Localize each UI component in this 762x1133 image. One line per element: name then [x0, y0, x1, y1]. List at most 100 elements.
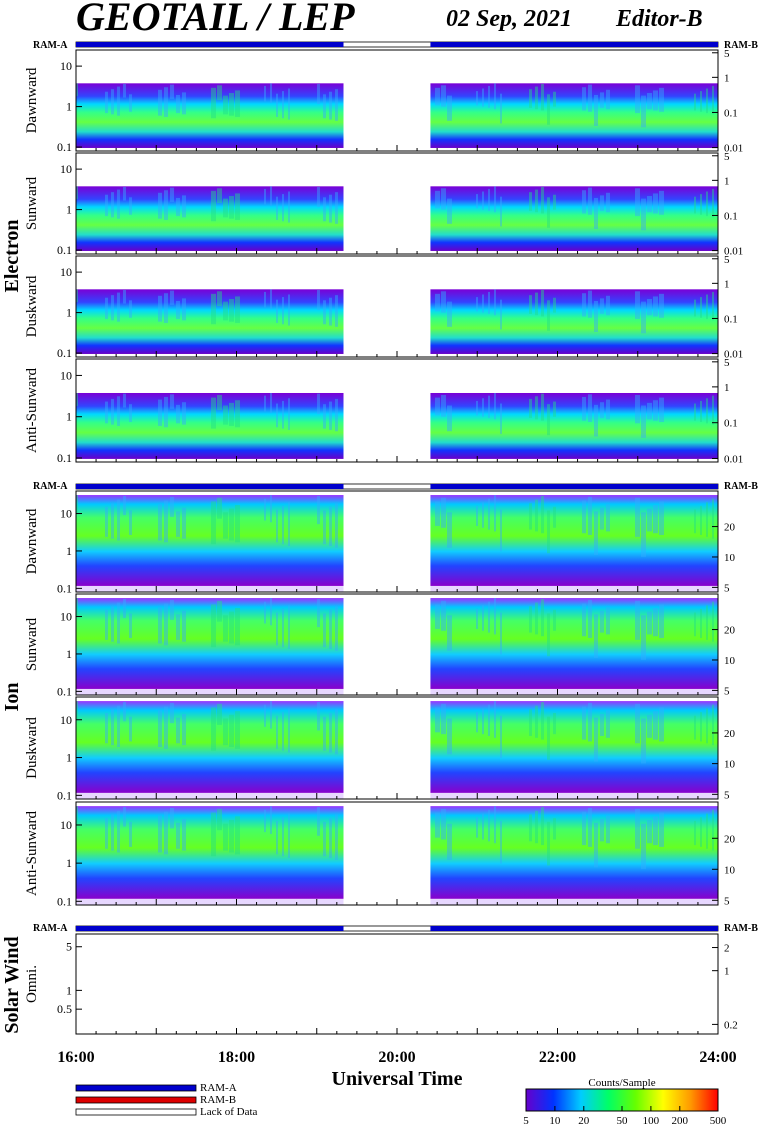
spectrogram-streak [111, 192, 114, 218]
spectrogram-streak [264, 601, 266, 624]
spectrogram-streak [529, 192, 532, 211]
spectrogram-streak [176, 94, 180, 114]
spectrogram-streak [606, 89, 610, 110]
mode-label-ram-a: RAM-A [33, 923, 68, 934]
spectrogram-streak [641, 823, 646, 870]
plot-date: 02 Sep, 2021 [446, 6, 572, 32]
colorbar-tick-label: 5 [523, 1115, 529, 1127]
spectrogram-streak [476, 817, 478, 838]
colorbar: Counts/Sample 5 10 20 50 100 200 500 [523, 1077, 727, 1127]
left-tick-label: 10 [60, 59, 72, 73]
spectrogram-streak [635, 394, 640, 424]
spectrogram-band [76, 289, 344, 354]
left-tick-label: 10 [60, 818, 72, 832]
low-count-region [430, 585, 718, 592]
spectrogram-band [430, 186, 718, 251]
spectrogram-streak [541, 289, 544, 317]
colorbar-tick-label: 100 [643, 1115, 660, 1127]
spectrogram-streak [553, 506, 556, 528]
left-tick-label: 0.5 [57, 1002, 72, 1016]
spectrogram-streak [441, 291, 446, 313]
spectrogram-streak [111, 89, 114, 115]
spectrogram-streak [494, 806, 496, 844]
spectrogram-streak [335, 89, 338, 121]
spectrogram-streak [535, 602, 538, 635]
spectrogram-streak [494, 598, 496, 635]
spectrogram-streak [606, 504, 610, 532]
spectrogram-streak [335, 398, 338, 432]
spectrogram-streak [541, 495, 544, 534]
spectrogram-streak [588, 496, 592, 536]
right-tick-label: 1 [724, 175, 730, 187]
spectrogram-streak [600, 92, 604, 108]
spectrogram-streak [582, 706, 586, 740]
spectrogram-streak [553, 713, 556, 735]
spectrogram-streak [288, 88, 290, 120]
spectrogram-streak [170, 807, 174, 829]
right-tick-label: 1 [724, 966, 730, 978]
spectrogram-streak [588, 599, 592, 639]
spectrogram-streak [635, 703, 640, 744]
spectrogram-streak [182, 507, 186, 539]
mode-label-ram-a: RAM-A [33, 40, 68, 51]
left-tick-label: 1 [66, 203, 72, 217]
spectrogram-streak [282, 194, 284, 222]
spectrogram-streak [176, 197, 180, 217]
spectrogram-streak [441, 188, 446, 210]
spectrogram-streak [700, 608, 702, 639]
panel-label: Dawnward [24, 508, 40, 574]
right-tick-label: 10 [724, 759, 736, 771]
spectrogram-streak [700, 194, 702, 215]
spectrogram-band [430, 289, 718, 354]
left-tick-label: 1 [66, 544, 72, 558]
spectrogram-streak [270, 495, 272, 523]
right-tick-label: 5 [724, 151, 730, 163]
right-tick-label: 1 [724, 278, 730, 290]
right-tick-label: 20 [724, 833, 736, 845]
spectrogram-streak [535, 810, 538, 844]
spectrogram-streak [211, 190, 216, 222]
spectrogram-streak [482, 813, 484, 840]
spectrogram-streak [170, 702, 174, 724]
spectrogram-streak [111, 503, 114, 539]
spectrogram-streak [129, 404, 132, 422]
spectrogram-streak [529, 398, 532, 419]
plot-editor: Editor-B [615, 6, 703, 32]
spectrogram-streak [494, 701, 496, 738]
spectrogram-streak [482, 398, 484, 417]
spectrogram-streak [694, 403, 696, 421]
spectrogram-streak [270, 186, 272, 206]
spectrogram-streak [323, 510, 326, 545]
spectrogram-streak [182, 713, 186, 746]
spectrogram-streak [482, 502, 484, 528]
right-tick-label: 20 [724, 625, 736, 637]
spectrogram-streak [547, 94, 550, 125]
spectrogram-streak [158, 504, 162, 541]
spectrogram-streak [264, 395, 266, 412]
spectrogram-streak [482, 88, 484, 107]
spectrogram-streak [170, 290, 174, 305]
mode-label-ram-b: RAM-B [724, 481, 758, 492]
spectrogram-streak [158, 815, 162, 853]
mode-bar-ram-a [430, 484, 718, 489]
spectrogram-streak [164, 500, 168, 543]
spectrogram-streak [335, 606, 338, 651]
panel-label: Duskward [24, 275, 40, 337]
spectrogram-streak [235, 193, 240, 220]
spectrogram-streak [712, 291, 714, 321]
spectrogram-streak [229, 508, 234, 541]
spectrogram-streak [712, 188, 714, 218]
spectrogram-streak [635, 85, 640, 114]
spectrogram-streak [317, 289, 320, 311]
spectrogram-streak [635, 188, 640, 217]
spectrogram-streak [653, 400, 658, 421]
spectrogram-streak [635, 600, 640, 640]
spectrogram-streak [594, 197, 598, 229]
spectrogram-streak [229, 402, 234, 426]
spectrogram-streak [712, 395, 714, 425]
spectrogram-streak [129, 510, 132, 536]
spectrogram-streak [164, 396, 168, 428]
left-tick-label: 0.1 [57, 451, 72, 465]
spectrogram-streak [329, 91, 332, 120]
